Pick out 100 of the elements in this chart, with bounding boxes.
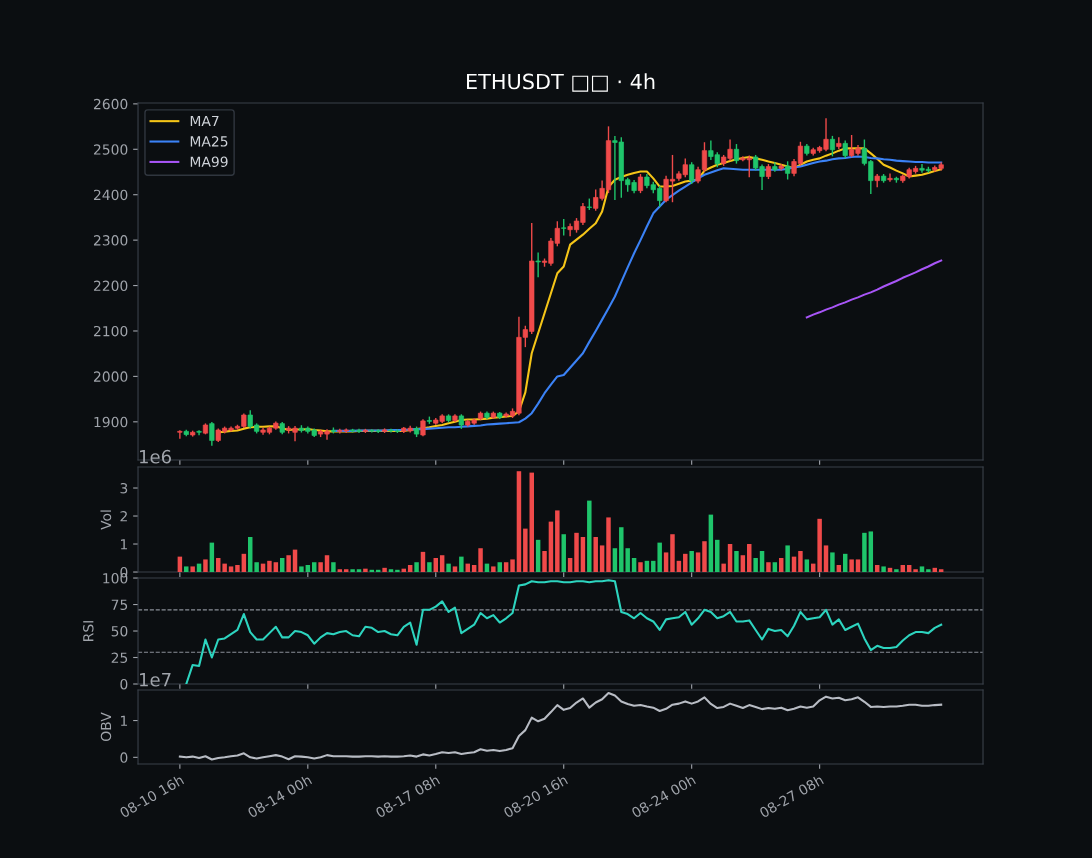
y-tick-label: 2100	[93, 325, 128, 337]
bar	[938, 569, 944, 573]
bar	[727, 544, 733, 573]
bar	[491, 566, 496, 573]
bar	[894, 569, 899, 573]
bar	[446, 563, 451, 573]
bar	[721, 563, 726, 573]
line-series	[805, 259, 943, 319]
candlestick	[887, 173, 893, 182]
bar	[785, 545, 790, 573]
bar	[395, 569, 400, 573]
text: 1e7	[140, 673, 171, 687]
y-tick-label: 1900	[94, 416, 128, 428]
chart-title: ETHUSDT □□ · 4h	[467, 73, 655, 92]
bar	[670, 534, 675, 573]
bar	[286, 555, 291, 573]
bar	[337, 569, 343, 573]
y-tick-label: 50	[111, 625, 128, 637]
bar	[606, 517, 611, 573]
line-series	[178, 691, 943, 761]
y-axis-title: RSI	[83, 621, 94, 641]
y-tick-label: 1	[121, 539, 128, 550]
candlestick	[535, 252, 541, 278]
bar	[804, 559, 810, 573]
candlestick	[829, 135, 836, 157]
bar	[427, 562, 432, 573]
bar	[273, 562, 279, 573]
candlestick	[733, 144, 740, 164]
bar	[388, 569, 394, 573]
candlestick	[209, 422, 215, 446]
y-tick-label: 3	[120, 482, 128, 494]
y-tick-label: 2200	[93, 280, 128, 292]
bar	[324, 555, 330, 573]
bar	[683, 553, 688, 573]
bar	[452, 566, 458, 573]
y-axis-title: OBV	[100, 712, 112, 741]
bar	[414, 562, 419, 573]
candlestick	[177, 430, 183, 439]
legend-label: MA7	[190, 115, 219, 127]
y-tick-label: 2	[120, 510, 127, 522]
bar	[510, 559, 515, 573]
bar	[190, 566, 195, 573]
bar	[817, 518, 822, 573]
bar	[906, 565, 912, 573]
bar	[503, 562, 509, 573]
y-tick-label: 2000	[93, 371, 128, 382]
bar	[439, 555, 445, 573]
bar	[343, 569, 349, 573]
bar	[184, 566, 189, 573]
bar	[689, 551, 694, 573]
bar	[868, 531, 874, 573]
y-tick-label: 2400	[93, 189, 128, 201]
bar	[299, 566, 304, 573]
bar	[900, 565, 906, 573]
bar	[555, 510, 560, 573]
bar	[695, 552, 701, 573]
bar	[356, 569, 362, 573]
y-tick-label: 1	[121, 715, 128, 726]
bar	[798, 551, 803, 573]
bar	[740, 555, 746, 573]
bar	[561, 534, 566, 573]
text: 1e6	[140, 449, 171, 464]
bar	[830, 552, 835, 573]
bar	[471, 565, 477, 573]
bar	[574, 532, 579, 573]
y-tick-label: 2500	[93, 144, 128, 155]
bar	[849, 559, 854, 573]
bar	[331, 562, 336, 573]
y-tick-label: 25	[111, 652, 128, 663]
bar	[772, 562, 778, 573]
line-series	[185, 579, 943, 684]
bar	[222, 563, 227, 573]
bar	[228, 566, 234, 573]
bar	[612, 548, 618, 573]
y-tick-label: 75	[111, 599, 128, 610]
candlestick	[689, 162, 695, 185]
bar	[593, 537, 598, 573]
y-axis-title: Vol	[100, 510, 112, 530]
bar	[734, 551, 739, 573]
bar	[855, 559, 861, 573]
bar	[254, 562, 259, 573]
bar	[516, 471, 522, 573]
candlestick	[196, 430, 202, 436]
y-tick-label: 2300	[93, 235, 128, 246]
bar	[587, 500, 592, 573]
y-tick-label: 2600	[93, 98, 128, 110]
bar	[599, 545, 605, 573]
y-tick-label: 0	[120, 678, 128, 690]
bar	[350, 569, 355, 573]
bar	[478, 548, 483, 573]
bar	[663, 552, 669, 573]
bar	[497, 562, 502, 573]
bar	[267, 560, 272, 573]
bar	[753, 558, 758, 573]
bar	[715, 539, 720, 573]
candlestick	[836, 137, 842, 150]
bar	[919, 566, 925, 573]
bar	[363, 568, 368, 573]
bar	[459, 556, 464, 573]
bar	[638, 562, 643, 573]
